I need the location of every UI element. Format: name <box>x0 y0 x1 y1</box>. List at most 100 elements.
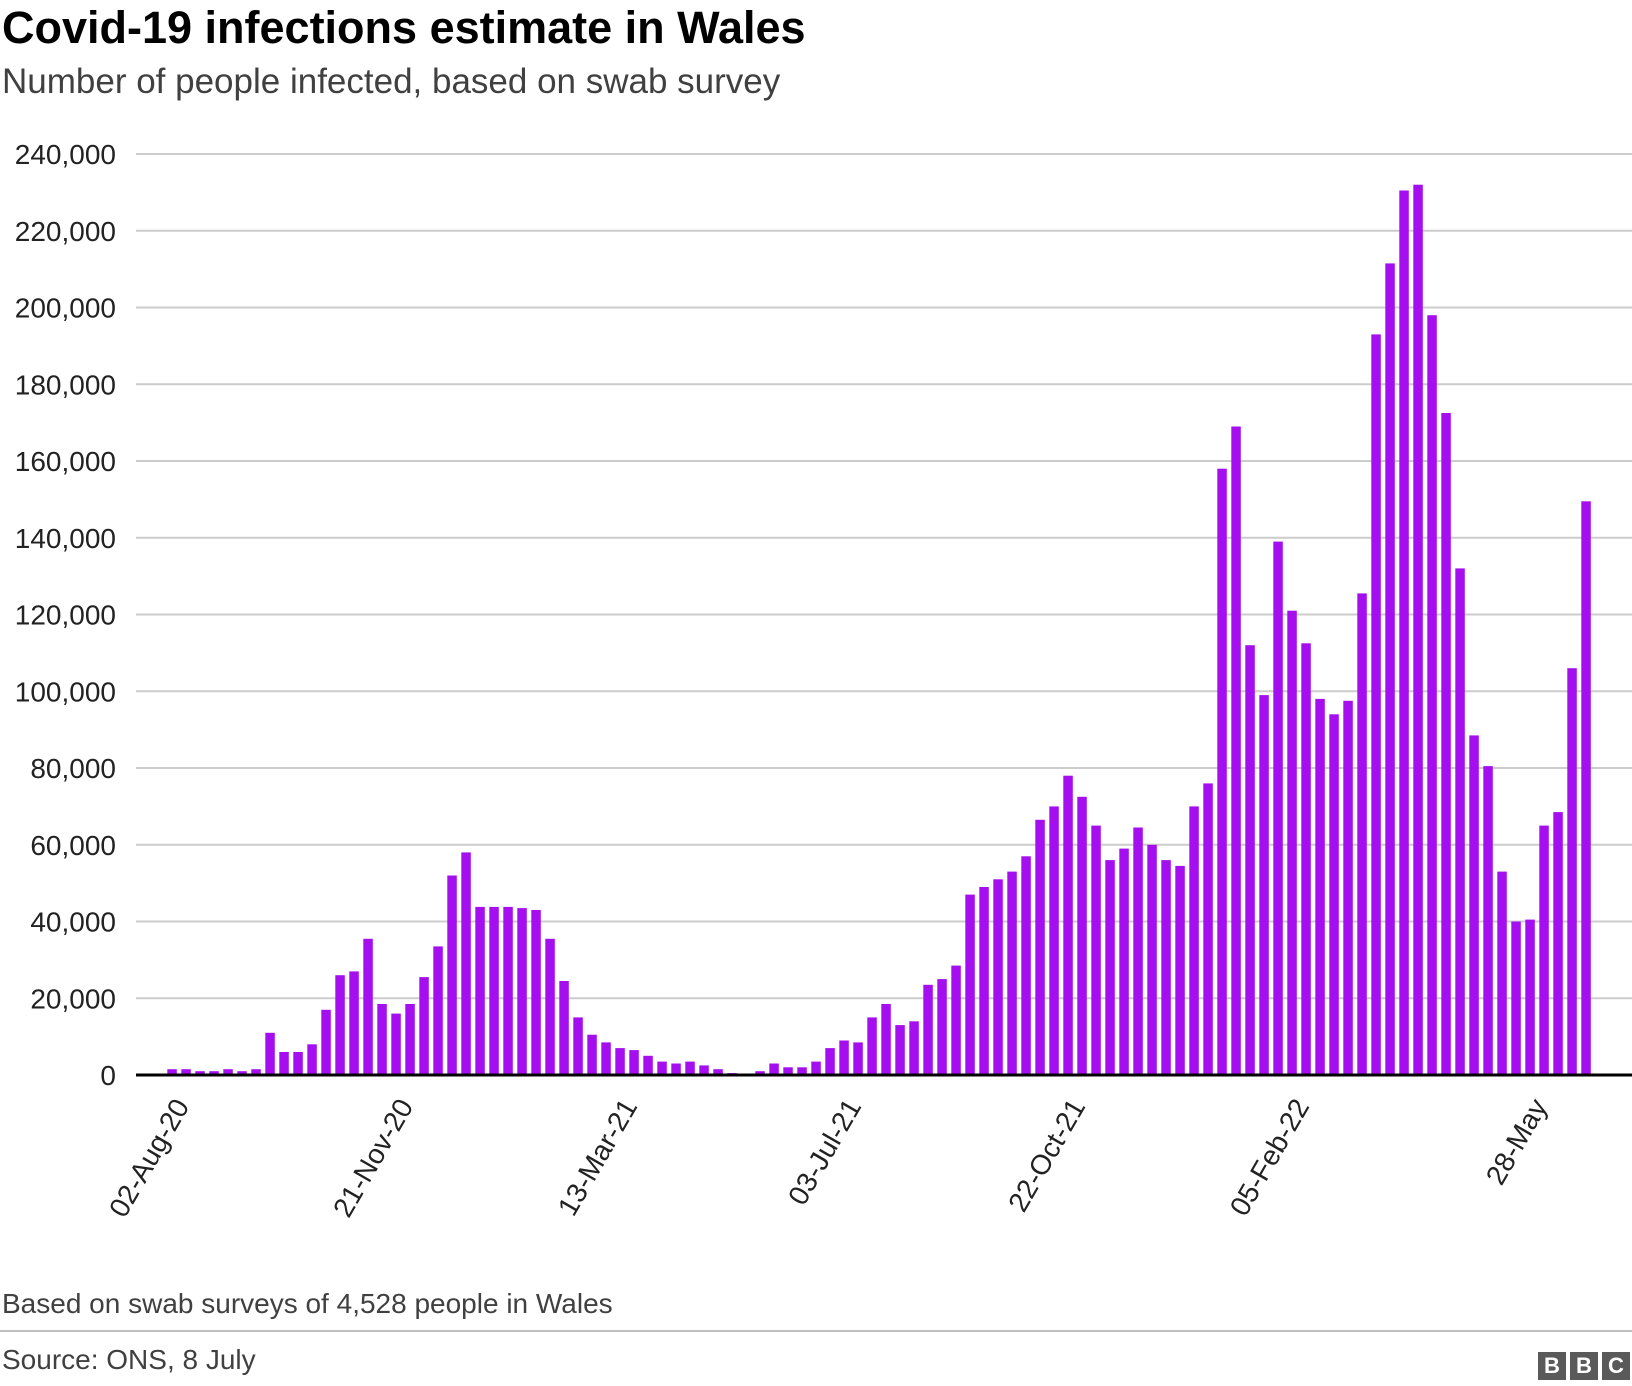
bar <box>1287 610 1297 1075</box>
bar <box>1483 766 1493 1075</box>
bar <box>1203 783 1213 1075</box>
bars <box>167 184 1591 1076</box>
x-tick-label: 22-Oct-21 <box>1002 1094 1091 1217</box>
bar <box>559 981 569 1075</box>
bar <box>1245 645 1255 1075</box>
bar <box>461 852 471 1075</box>
bar <box>1007 871 1017 1075</box>
y-tick-label: 240,000 <box>15 139 116 170</box>
bar <box>979 887 989 1075</box>
bar <box>573 1017 583 1075</box>
bar <box>265 1032 275 1075</box>
bar <box>1049 806 1059 1075</box>
bar <box>447 875 457 1075</box>
bar <box>1385 263 1395 1075</box>
bar <box>181 1069 191 1075</box>
bar <box>1371 334 1381 1075</box>
bar <box>1301 643 1311 1075</box>
bar <box>489 906 499 1075</box>
y-tick-label: 20,000 <box>30 983 116 1014</box>
bar <box>419 977 429 1075</box>
bar <box>867 1017 877 1075</box>
bar <box>1525 919 1535 1075</box>
bar <box>307 1044 317 1075</box>
y-tick-label: 40,000 <box>30 907 116 938</box>
bar <box>1133 827 1143 1075</box>
bar <box>1231 426 1241 1075</box>
bar <box>279 1052 289 1075</box>
bar <box>1161 860 1171 1075</box>
bar <box>1273 541 1283 1075</box>
bar <box>1413 184 1423 1075</box>
bar <box>1119 848 1129 1075</box>
bar <box>349 971 359 1075</box>
bar <box>1329 714 1339 1075</box>
x-tick-label: 28-May <box>1480 1094 1554 1190</box>
bar <box>839 1040 849 1075</box>
bar <box>1189 806 1199 1075</box>
bar <box>503 906 513 1075</box>
bar <box>769 1063 779 1075</box>
bar <box>825 1048 835 1075</box>
bar <box>1217 468 1227 1075</box>
bar <box>853 1042 863 1075</box>
bar <box>1427 315 1437 1075</box>
bar <box>1399 190 1409 1075</box>
bbc-logo-letter-1: B <box>1538 1352 1566 1380</box>
bar <box>377 1004 387 1075</box>
source-text: Source: ONS, 8 July <box>2 1344 256 1375</box>
bar <box>545 938 555 1075</box>
bar <box>1035 819 1045 1075</box>
bar <box>223 1069 233 1075</box>
bar <box>1077 796 1087 1075</box>
bar <box>517 908 527 1075</box>
bar <box>1357 593 1367 1075</box>
bar <box>1259 695 1269 1075</box>
bar <box>405 1004 415 1075</box>
y-tick-label: 120,000 <box>15 600 116 631</box>
bar <box>881 1004 891 1075</box>
bar <box>433 946 443 1075</box>
bbc-logo: B B C <box>1538 1352 1630 1380</box>
bar <box>601 1042 611 1075</box>
x-tick-label: 05-Feb-22 <box>1224 1094 1315 1221</box>
y-tick-label: 80,000 <box>30 753 116 784</box>
bar <box>1469 735 1479 1075</box>
bar <box>1539 825 1549 1075</box>
bar <box>657 1061 667 1075</box>
bar <box>1343 700 1353 1075</box>
x-tick-label: 02-Aug-20 <box>103 1094 195 1223</box>
y-tick-label: 60,000 <box>30 830 116 861</box>
bar-chart: 0 20,000 40,000 60,000 80,000 100,000 120,000 1… <box>15 139 1632 1223</box>
bar <box>671 1063 681 1075</box>
bbc-logo-letter-3: C <box>1602 1352 1630 1380</box>
bar <box>783 1067 793 1075</box>
bar <box>1511 921 1521 1075</box>
bar <box>1315 698 1325 1075</box>
footer-divider <box>0 1330 1632 1332</box>
bar <box>475 906 485 1075</box>
x-tick-label: 21-Nov-20 <box>327 1094 419 1223</box>
bar <box>811 1061 821 1075</box>
bar <box>1091 825 1101 1075</box>
x-tick-label: 13-Mar-21 <box>552 1094 643 1221</box>
chart-subtitle: Number of people infected, based on swab… <box>2 62 781 101</box>
y-tick-label: 100,000 <box>15 676 116 707</box>
bar <box>363 938 373 1075</box>
bar <box>293 1052 303 1075</box>
y-tick-label: 180,000 <box>15 369 116 400</box>
bar <box>993 879 1003 1075</box>
bar <box>1581 501 1591 1075</box>
gridlines <box>136 153 1632 1000</box>
footnote: Based on swab surveys of 4,528 people in… <box>2 1288 613 1319</box>
bar <box>1441 413 1451 1075</box>
bar <box>797 1067 807 1075</box>
bar <box>1147 844 1157 1076</box>
bar <box>531 910 541 1075</box>
y-tick-label: 160,000 <box>15 446 116 477</box>
bbc-logo-letter-2: B <box>1570 1352 1598 1380</box>
y-tick-label: 220,000 <box>15 216 116 247</box>
x-axis-tick-labels: 02-Aug-20 21-Nov-20 13-Mar-21 03-Jul-21 22-O… <box>103 1094 1553 1223</box>
bar <box>209 1071 219 1075</box>
bar <box>1021 856 1031 1075</box>
